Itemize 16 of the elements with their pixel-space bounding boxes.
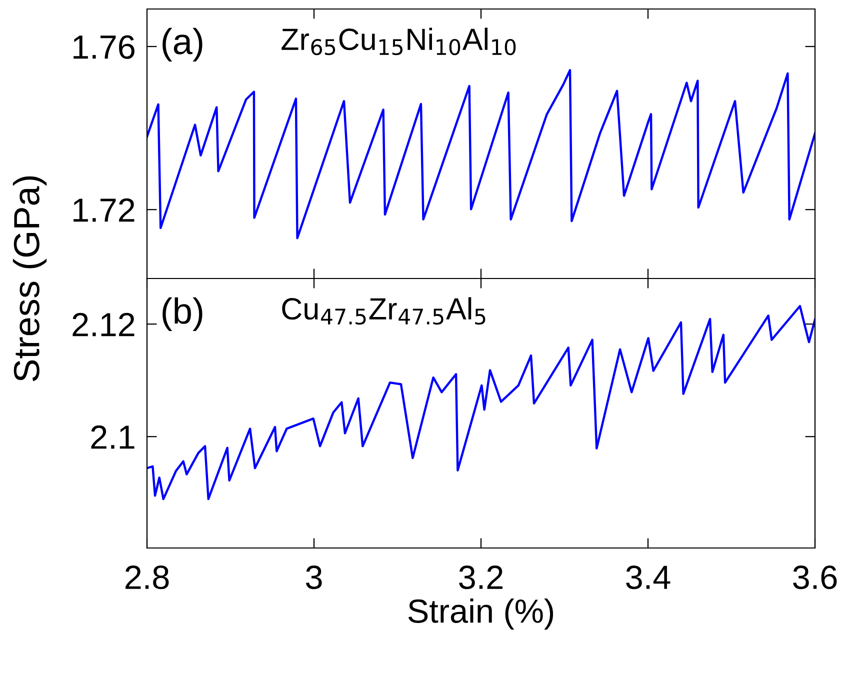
annotation: (a) — [162, 28, 202, 62]
y-tick-label: 1.76 — [74, 35, 134, 59]
annotation: Zr$_{65}$Cu$_{15}$Ni$_{10}$Al$_{10}$ — [282, 28, 516, 56]
annotation: (b) — [162, 297, 202, 332]
x-tick-label: 2.8 — [126, 566, 169, 590]
line-series — [147, 69, 815, 240]
y-tick-label: 2.12 — [72, 312, 134, 336]
annotation: Cu$_{47.5}$Zr$_{47.5}$Al$_{5}$ — [282, 297, 486, 325]
x-axis-title: Strain (%) — [408, 598, 554, 630]
x-tick-label: 3.6 — [793, 566, 837, 590]
y-tick-label: 2.1 — [91, 425, 134, 449]
x-tick-label: 3 — [306, 566, 322, 590]
y-axis-title: Stress (GPa) — [12, 176, 47, 382]
x-tick-label: 3.4 — [626, 566, 670, 590]
x-tick-label: 3.2 — [459, 566, 502, 590]
y-tick-label: 1.72 — [74, 198, 134, 222]
